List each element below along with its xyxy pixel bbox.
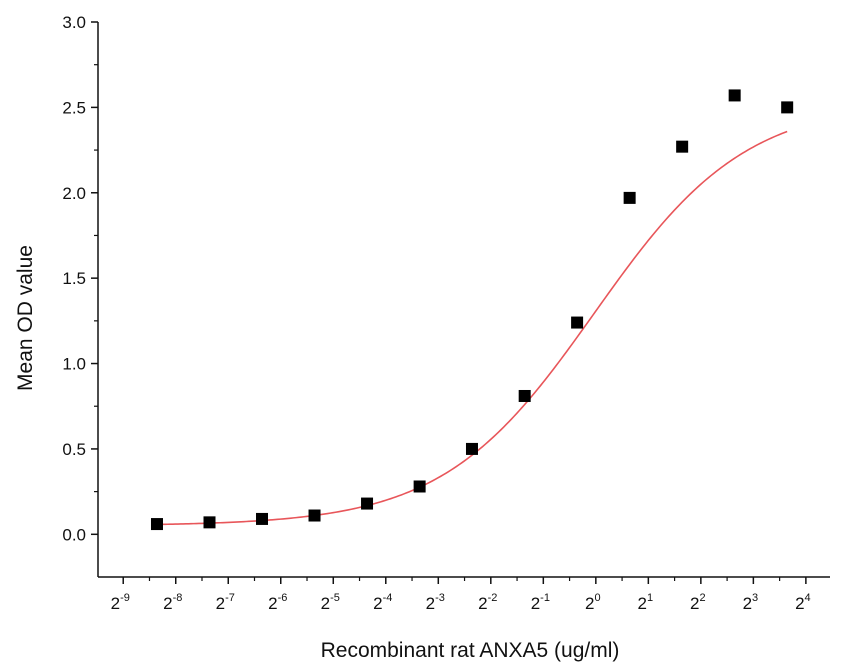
x-tick-label: 2-4	[373, 592, 392, 613]
x-tick-label: 2-2	[478, 592, 497, 613]
y-tick-label: 3.0	[62, 13, 86, 32]
data-point	[150, 518, 163, 531]
x-axis-title: Recombinant rat ANXA5 (ug/ml)	[321, 639, 620, 662]
x-axis: 2-9 2-8 2-7 2-6 2-5 2-4 2-3 2-2 2-1 20 21 22 23 24	[98, 576, 830, 613]
x-tick-label: 2-3	[426, 592, 445, 613]
data-point	[361, 497, 374, 510]
data-point	[781, 101, 794, 114]
data-point	[308, 509, 321, 522]
x-tick-label: 2-6	[268, 592, 287, 613]
data-point	[518, 389, 531, 402]
data-point	[571, 316, 584, 329]
x-tick-label: 20	[585, 592, 601, 613]
x-tick-label: 2-9	[111, 592, 130, 613]
data-points-layer	[150, 89, 794, 531]
y-tick-label: 0.0	[62, 525, 86, 544]
x-tick-label: 22	[690, 592, 706, 613]
y-tick-label: 1.5	[62, 269, 86, 288]
x-tick-label: 2-5	[321, 592, 340, 613]
y-axis: 0.0 0.5 1.0 1.5 2.0 2.5 3.0	[62, 13, 99, 577]
x-tick-label: 24	[795, 592, 811, 613]
data-point	[203, 516, 216, 529]
y-axis-title: Mean OD value	[14, 245, 37, 391]
y-tick-label: 0.5	[62, 440, 86, 459]
fit-curve-line	[156, 130, 788, 526]
data-point	[728, 89, 741, 102]
x-tick-label: 23	[743, 592, 759, 613]
y-tick-label: 1.0	[62, 355, 86, 374]
y-tick-label: 2.0	[62, 184, 86, 203]
data-point	[256, 512, 269, 525]
x-tick-label: 2-8	[163, 592, 182, 613]
x-tick-label: 21	[638, 592, 654, 613]
data-point	[623, 191, 636, 204]
y-tick-label: 2.5	[62, 98, 86, 117]
x-tick-label: 2-1	[531, 592, 550, 613]
data-point	[465, 442, 478, 455]
x-tick-label: 2-7	[216, 592, 235, 613]
data-point	[676, 140, 689, 153]
data-point	[413, 480, 426, 493]
fit-curve-layer	[156, 130, 788, 526]
